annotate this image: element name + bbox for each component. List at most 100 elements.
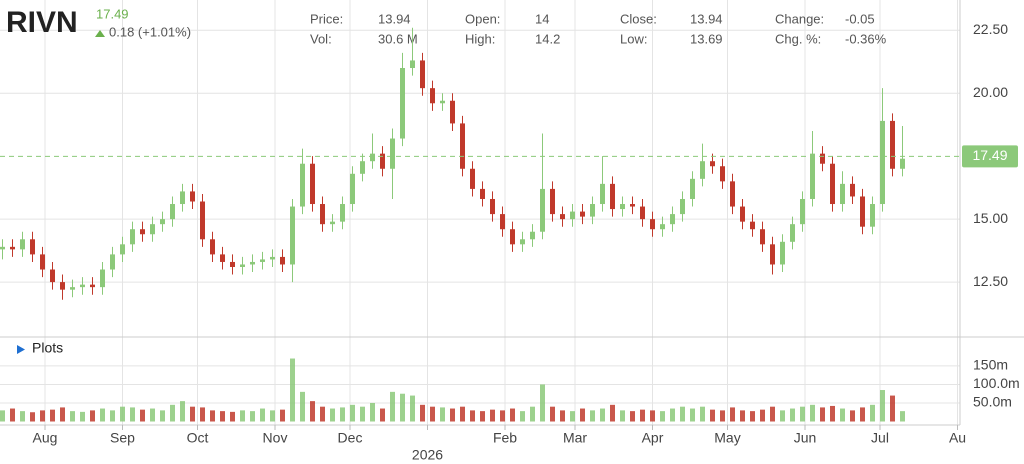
volume-bar: [810, 404, 815, 422]
volume-bar: [850, 410, 855, 422]
volume-bar: [780, 410, 785, 422]
volume-bar: [520, 411, 525, 422]
volume-bar: [290, 358, 295, 422]
candle-body: [570, 211, 575, 220]
info-value: 30.6 M: [378, 31, 418, 46]
volume-bar: [370, 402, 375, 422]
candle-body: [650, 219, 655, 230]
volume-bar: [670, 408, 675, 422]
symbol: RIVN: [6, 6, 78, 39]
x-tick-label: Jun: [794, 430, 817, 446]
x-tick-label: Dec: [338, 430, 363, 446]
volume-bar: [560, 410, 565, 422]
candle-body: [540, 188, 545, 232]
volume-bar: [280, 409, 285, 422]
volume-bar: [230, 411, 235, 422]
volume-bar: [870, 404, 875, 422]
candle-body: [450, 100, 455, 124]
volume-bar: [390, 391, 395, 422]
candle-body: [400, 68, 405, 139]
volume-bar: [570, 411, 575, 422]
candle-body: [720, 166, 725, 182]
volume-bar: [170, 404, 175, 422]
candle-body: [240, 264, 245, 267]
volume-bar: [350, 404, 355, 422]
volume-bar: [410, 395, 415, 422]
candle-body: [690, 178, 695, 199]
volume-bar: [510, 408, 515, 422]
x-tick-label: Sep: [110, 430, 135, 446]
volume-bar: [840, 408, 845, 422]
y-tick-label: 22.50: [973, 21, 1008, 37]
candle-body: [410, 60, 415, 69]
volume-bar: [710, 409, 715, 422]
year-label: 2026: [412, 447, 443, 463]
volume-tick-label: 150m: [973, 357, 1008, 373]
candle-body: [890, 120, 895, 169]
volume-bar: [900, 411, 905, 422]
volume-bar: [60, 407, 65, 422]
volume-bar: [10, 408, 15, 422]
volume-bar: [580, 408, 585, 422]
info-label: Chg. %:: [775, 31, 821, 46]
candle-body: [80, 284, 85, 288]
candle-body: [470, 168, 475, 189]
candle-body: [260, 259, 265, 262]
candle-body: [200, 201, 205, 240]
x-tick-label: Aug: [33, 430, 58, 446]
volume-bar: [480, 411, 485, 422]
volume-bar: [450, 408, 455, 422]
candle-body: [0, 246, 5, 250]
volume-bar: [860, 407, 865, 422]
volume-bar: [690, 408, 695, 422]
up-arrow: [95, 30, 105, 37]
x-tick-label: Jul: [871, 430, 889, 446]
info-value: 13.69: [690, 31, 723, 46]
candle-body: [120, 244, 125, 255]
volume-bar: [830, 405, 835, 422]
grid: [0, 0, 960, 425]
candle-body: [580, 211, 585, 217]
volume-bar: [220, 411, 225, 422]
candle-body: [420, 60, 425, 89]
volume-bar: [130, 407, 135, 422]
info-label: Price:: [310, 11, 343, 26]
candle-body: [850, 183, 855, 197]
volume-bar: [660, 411, 665, 422]
candle-body: [250, 261, 255, 265]
plots-label[interactable]: Plots: [32, 340, 63, 356]
candle-body: [110, 254, 115, 270]
volume-bar: [150, 408, 155, 422]
volume-bar: [750, 411, 755, 422]
candle-body: [750, 221, 755, 230]
candle-body: [900, 158, 905, 169]
volume-bar: [40, 410, 45, 422]
volume-bar: [550, 406, 555, 422]
candle-body: [830, 163, 835, 205]
volume-bar: [650, 410, 655, 422]
candle-body: [10, 246, 15, 250]
info-value: 13.94: [378, 11, 411, 26]
volume-bar: [640, 409, 645, 422]
candle-body: [300, 163, 305, 207]
candle-body: [380, 153, 385, 169]
info-label: Open:: [465, 11, 500, 26]
candle-body: [770, 244, 775, 265]
candle-body: [140, 229, 145, 235]
x-tick-label: Feb: [493, 430, 517, 446]
volume-bar: [100, 408, 105, 422]
candle-body: [520, 239, 525, 245]
candle-body: [370, 153, 375, 162]
plots-toggle[interactable]: [17, 345, 25, 354]
candle-body: [220, 254, 225, 262]
volume-bar: [0, 410, 5, 422]
candle-body: [50, 269, 55, 283]
price-change: 0.18 (+1.01%): [109, 24, 191, 39]
candle-body: [350, 173, 355, 205]
volume-tick-label: 50.0m: [973, 394, 1012, 410]
candle-body: [20, 239, 25, 250]
candle-body: [310, 163, 315, 205]
volume-bar: [400, 393, 405, 422]
volume-bar: [270, 410, 275, 422]
candle-body: [500, 214, 505, 230]
